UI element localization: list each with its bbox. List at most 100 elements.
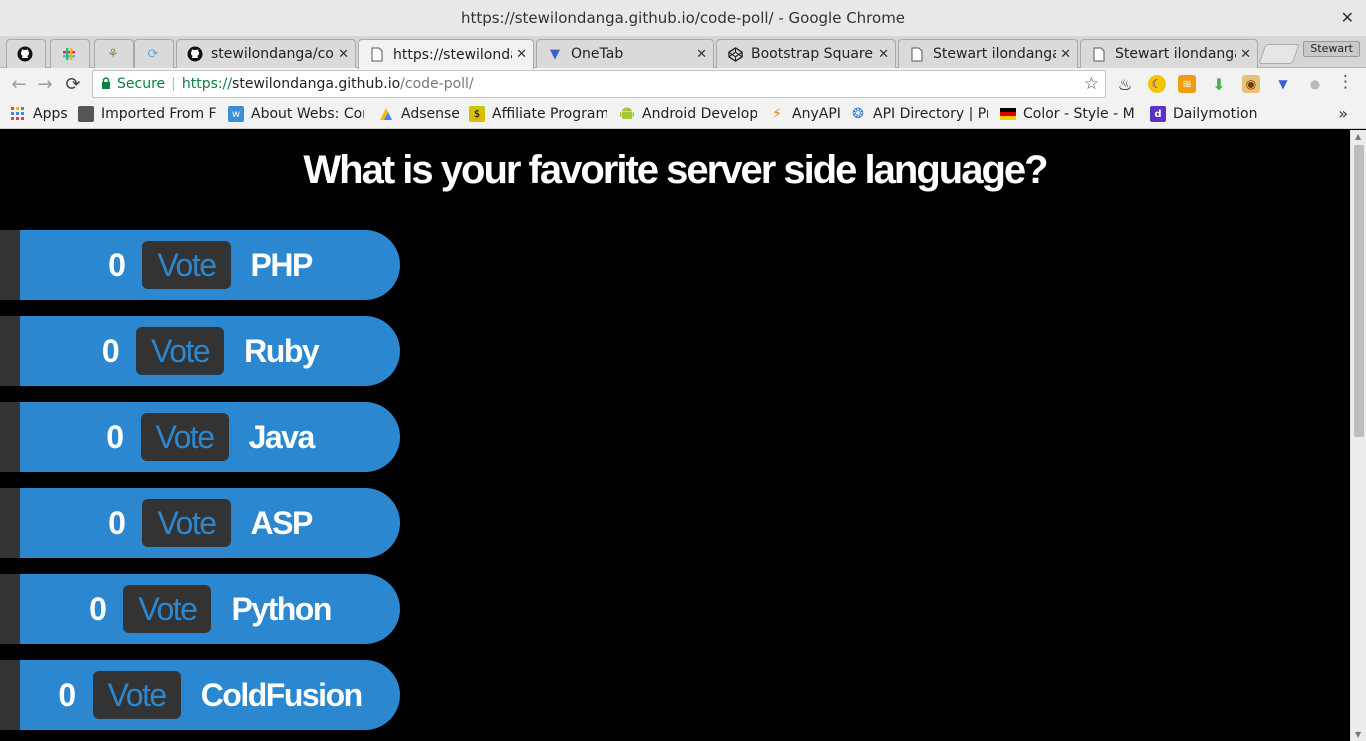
profile-button[interactable]: Stewart bbox=[1303, 41, 1360, 57]
tab-bootstrap-square[interactable]: Bootstrap Square ✕ bbox=[716, 39, 896, 68]
page-scrollbar[interactable]: ▲ ▼ bbox=[1350, 130, 1366, 741]
tab-label: https://stewilonda bbox=[393, 46, 513, 63]
tab-label: Bootstrap Square bbox=[751, 46, 873, 62]
bookmark-label: Imported From Fi bbox=[101, 106, 216, 122]
scroll-down-icon[interactable]: ▼ bbox=[1355, 730, 1362, 739]
vote-button[interactable]: Vote bbox=[123, 585, 212, 633]
vote-button[interactable]: Vote bbox=[92, 671, 181, 719]
omnibox-separator: | bbox=[171, 76, 176, 92]
onetab-icon: ▼ bbox=[550, 46, 560, 62]
bookmark-label: Adsense bbox=[401, 106, 460, 122]
lock-icon bbox=[101, 76, 111, 92]
vote-count: 0 bbox=[58, 676, 76, 713]
refresh-icon: ⟳ bbox=[147, 46, 159, 62]
scrollbar-thumb[interactable] bbox=[1354, 145, 1364, 437]
vote-button[interactable]: Vote bbox=[142, 241, 231, 289]
tab-pinned-slack[interactable] bbox=[50, 39, 90, 68]
vote-count: 0 bbox=[106, 418, 124, 455]
forward-icon[interactable]: → bbox=[37, 73, 53, 95]
bookmarks-overflow-icon[interactable]: » bbox=[1338, 104, 1348, 123]
vote-button[interactable]: Vote bbox=[140, 413, 229, 461]
page-icon bbox=[1091, 46, 1107, 62]
bookmark-imported[interactable]: Imported From Fi bbox=[78, 105, 216, 123]
bookmark-apps[interactable]: Apps bbox=[10, 105, 70, 123]
address-bar[interactable]: Secure | https://stewilondanga.github.io… bbox=[92, 70, 1106, 98]
puzzle-icon: ❂ bbox=[852, 106, 864, 122]
tab-close-icon[interactable]: ✕ bbox=[516, 47, 527, 62]
page-content: What is your favorite server side langua… bbox=[0, 130, 1350, 741]
secure-label: Secure bbox=[117, 76, 166, 92]
bookmark-star-icon[interactable]: ☆ bbox=[1083, 74, 1099, 94]
bookmark-android[interactable]: Android Develope bbox=[619, 105, 757, 123]
gnome-extension-icon[interactable]: ♨ bbox=[1117, 74, 1133, 94]
codepen-icon bbox=[727, 46, 743, 62]
chrome-menu-icon[interactable]: ⋮ bbox=[1337, 72, 1354, 92]
tab-pinned-plant[interactable]: ⚘ bbox=[94, 39, 134, 68]
adsense-icon bbox=[378, 106, 394, 122]
poll-option-ruby: 0 Vote Ruby bbox=[0, 316, 400, 386]
bookmark-adsense[interactable]: Adsense bbox=[378, 105, 462, 123]
back-icon[interactable]: ← bbox=[11, 73, 27, 95]
tab-close-icon[interactable]: ✕ bbox=[878, 46, 889, 62]
bookmark-label: Color - Style - M bbox=[1023, 106, 1135, 122]
onetab-extension-icon[interactable]: ▼ bbox=[1278, 77, 1288, 91]
bookmark-label: About Webs: Cor bbox=[251, 106, 364, 122]
bookmark-label: Apps bbox=[33, 106, 68, 122]
language-label: Java bbox=[248, 418, 316, 455]
language-label: Ruby bbox=[244, 332, 320, 369]
poll-option-asp: 0 Vote ASP bbox=[0, 488, 400, 558]
tab-onetab[interactable]: ▼ OneTab ✕ bbox=[536, 39, 714, 68]
option-edge bbox=[0, 660, 20, 730]
language-label: Python bbox=[231, 590, 332, 627]
cookie-extension-icon[interactable]: ◉ bbox=[1242, 75, 1260, 93]
bookmark-affiliate[interactable]: $ Affiliate Programs bbox=[469, 105, 607, 123]
bookmark-about-webs[interactable]: w About Webs: Cor bbox=[228, 105, 364, 123]
bookmark-label: Android Develope bbox=[642, 106, 757, 122]
new-tab-button[interactable] bbox=[1258, 44, 1300, 64]
url-scheme: https:// bbox=[181, 76, 233, 92]
tab-label: Stewart ilondanga bbox=[1115, 46, 1237, 62]
option-edge bbox=[0, 316, 20, 386]
tab-github-repo[interactable]: stewilondanga/cod ✕ bbox=[176, 39, 356, 68]
tab-close-icon[interactable]: ✕ bbox=[1060, 46, 1071, 62]
github-icon bbox=[187, 46, 203, 62]
apps-grid-icon bbox=[10, 106, 26, 122]
tab-label: Stewart ilondanga bbox=[933, 46, 1057, 62]
window-title: https://stewilondanga.github.io/code-pol… bbox=[460, 9, 906, 27]
webs-icon: w bbox=[228, 106, 244, 122]
flag-icon bbox=[1000, 106, 1016, 122]
vote-button[interactable]: Vote bbox=[136, 327, 225, 375]
rss-extension-icon[interactable]: ≋ bbox=[1178, 75, 1196, 93]
scroll-up-icon[interactable]: ▲ bbox=[1355, 132, 1362, 141]
bolt-icon: ⚡ bbox=[772, 106, 782, 122]
tab-close-icon[interactable]: ✕ bbox=[338, 46, 349, 62]
tab-strip: ⚘ ⟳ stewilondanga/cod ✕ https://stewilon… bbox=[0, 36, 1366, 69]
tab-stewart-2[interactable]: Stewart ilondanga ✕ bbox=[1080, 39, 1258, 68]
window-close-button[interactable]: ✕ bbox=[1340, 8, 1354, 27]
android-icon bbox=[619, 106, 635, 122]
vote-count: 0 bbox=[108, 246, 126, 283]
tab-stewart-1[interactable]: Stewart ilondanga ✕ bbox=[898, 39, 1078, 68]
github-icon bbox=[17, 46, 33, 62]
tab-pinned-github[interactable] bbox=[6, 39, 46, 68]
vote-count: 0 bbox=[101, 332, 120, 369]
bookmark-dailymotion[interactable]: d Dailymotion bbox=[1150, 105, 1260, 123]
tab-pinned-refresh[interactable]: ⟳ bbox=[134, 39, 174, 68]
bookmark-label: API Directory | Pr bbox=[873, 106, 988, 122]
plant-icon: ⚘ bbox=[107, 46, 119, 62]
bookmark-anyapi[interactable]: ⚡ AnyAPI bbox=[769, 105, 841, 123]
reload-icon[interactable]: ⟳ bbox=[65, 73, 81, 95]
poll-option-java: 0 Vote Java bbox=[0, 402, 400, 472]
grey-extension-icon[interactable]: ● bbox=[1309, 77, 1321, 91]
tab-close-icon[interactable]: ✕ bbox=[696, 46, 707, 62]
tab-active-code-poll[interactable]: https://stewilonda ✕ bbox=[358, 39, 534, 69]
download-extension-icon[interactable]: ⬇ bbox=[1212, 74, 1226, 94]
dailymotion-icon: d bbox=[1150, 106, 1166, 122]
window-titlebar: https://stewilondanga.github.io/code-pol… bbox=[0, 0, 1366, 36]
vote-button[interactable]: Vote bbox=[142, 499, 231, 547]
language-label: PHP bbox=[250, 246, 314, 283]
moon-extension-icon[interactable]: ☾ bbox=[1148, 75, 1166, 93]
bookmark-api-directory[interactable]: ❂ API Directory | Pr bbox=[850, 105, 988, 123]
tab-close-icon[interactable]: ✕ bbox=[1240, 46, 1251, 62]
bookmark-color-style[interactable]: Color - Style - M bbox=[1000, 105, 1138, 123]
